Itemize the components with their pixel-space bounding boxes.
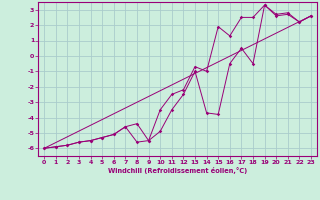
- X-axis label: Windchill (Refroidissement éolien,°C): Windchill (Refroidissement éolien,°C): [108, 167, 247, 174]
